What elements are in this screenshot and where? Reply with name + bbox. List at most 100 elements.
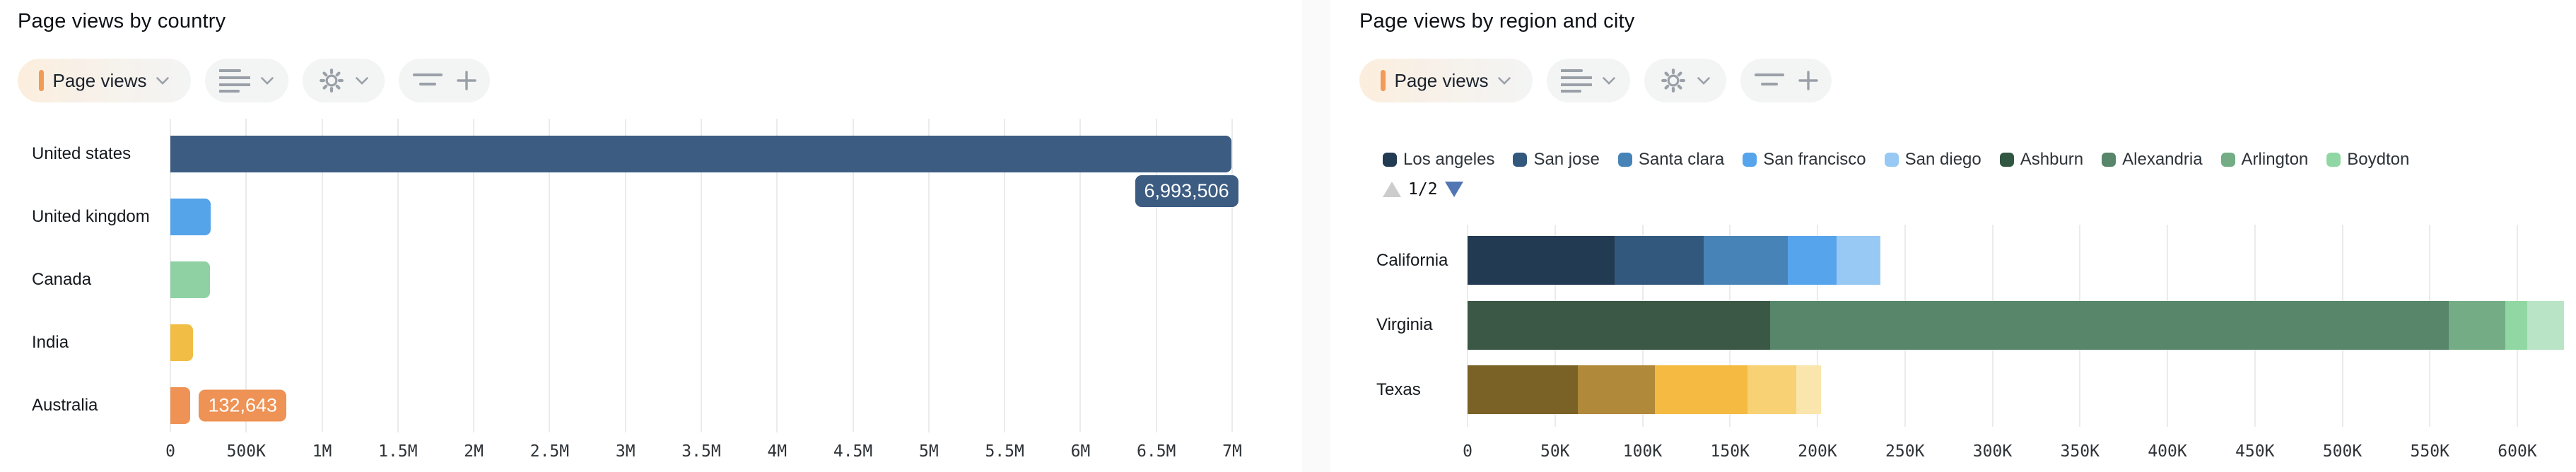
- legend-swatch-los-angeles: [1383, 153, 1397, 167]
- legend-item-ashburn[interactable]: Ashburn: [1999, 150, 2084, 170]
- gridline: [776, 119, 778, 432]
- axis-tick-label: 1M: [312, 442, 332, 461]
- bar-canada[interactable]: [170, 261, 211, 298]
- axis-tick-label: 3M: [615, 442, 636, 461]
- legend-label-boydton: Boydton: [2347, 150, 2410, 169]
- bar-value-label-united-states: 6,993,506: [1135, 175, 1239, 207]
- row-label-australia: Australia: [32, 396, 98, 415]
- bar-united-kingdom[interactable]: [170, 199, 211, 235]
- legend-label-alexandria: Alexandria: [2122, 150, 2203, 169]
- legend-item-san-diego[interactable]: San diego: [1884, 150, 1981, 170]
- page-views-by-region-and-city-card: Page views by region and city Page views…: [1330, 0, 2576, 472]
- chevron-down-icon: [261, 76, 274, 85]
- metric-selector-button[interactable]: Page views: [1359, 59, 1533, 102]
- settings-button[interactable]: [303, 59, 385, 102]
- axis-tick-label: 5M: [918, 442, 939, 461]
- row-label-california: California: [1376, 250, 1448, 270]
- legend-label-santa-clara: Santa clara: [1638, 150, 1725, 169]
- row-label-canada: Canada: [32, 270, 92, 289]
- gridline: [927, 119, 930, 432]
- gridline: [1079, 119, 1082, 432]
- gridline: [1155, 119, 1157, 432]
- axis-tick-label: 6.5M: [1137, 442, 1176, 461]
- metric-color-marker: [38, 70, 44, 91]
- gridline: [852, 119, 854, 432]
- chevron-down-icon: [1697, 76, 1710, 85]
- segment-california-los-angeles[interactable]: [1468, 236, 1615, 285]
- axis-tick-label: 500K: [2322, 442, 2363, 461]
- legend-label-arlington: Arlington: [2241, 150, 2309, 169]
- breakdown-options-button[interactable]: [1547, 59, 1630, 102]
- list-lines-icon: [1561, 69, 1592, 93]
- legend-label-san-diego: San diego: [1904, 150, 1981, 169]
- bar-united-states[interactable]: [170, 136, 1231, 172]
- gridline: [397, 119, 399, 432]
- filter-icon: [1754, 73, 1784, 85]
- axis-tick-label: 0: [1463, 442, 1473, 461]
- row-label-united-states: United states: [32, 144, 131, 163]
- segment-california-santa-clara[interactable]: [1704, 236, 1788, 285]
- bar-australia[interactable]: [170, 387, 191, 424]
- axis-tick-label: 50K: [1540, 442, 1570, 461]
- add-filter-button[interactable]: [399, 59, 490, 102]
- segment-texas-city-1[interactable]: [1468, 365, 1578, 414]
- axis-tick-label: 250K: [1885, 442, 1925, 461]
- segment-texas-city-5[interactable]: [1796, 365, 1821, 414]
- segment-virginia-boydton[interactable]: [2505, 300, 2527, 350]
- add-filter-button[interactable]: [1740, 59, 1832, 102]
- segment-california-san-francisco[interactable]: [1787, 236, 1837, 285]
- gridline: [624, 119, 626, 432]
- legend-item-alexandria[interactable]: Alexandria: [2102, 150, 2203, 170]
- axis-tick-label: 7M: [1222, 442, 1242, 461]
- gear-icon: [1661, 69, 1685, 93]
- legend-item-los-angeles[interactable]: Los angeles: [1383, 150, 1494, 170]
- metric-label: Page views: [52, 69, 147, 91]
- row-label-united-kingdom: United kingdom: [32, 207, 150, 226]
- gridline: [321, 119, 323, 432]
- breakdown-options-button[interactable]: [205, 59, 288, 102]
- segment-texas-city-2[interactable]: [1577, 365, 1655, 414]
- segment-virginia-arlington[interactable]: [2449, 300, 2505, 350]
- bar-india[interactable]: [170, 324, 194, 361]
- axis-tick-label: 550K: [2410, 442, 2449, 461]
- row-label-virginia: Virginia: [1376, 315, 1433, 334]
- legend-swatch-san-diego: [1884, 153, 1899, 167]
- legend-next-button[interactable]: [1444, 182, 1463, 197]
- segment-california-san-diego[interactable]: [1837, 236, 1881, 285]
- legend-item-san-francisco[interactable]: San francisco: [1743, 150, 1866, 170]
- axis-tick-label: 0: [165, 442, 175, 461]
- axis-tick-label: 1.5M: [378, 442, 418, 461]
- metric-label: Page views: [1394, 69, 1489, 91]
- legend-label-los-angeles: Los angeles: [1403, 150, 1495, 169]
- legend-swatch-alexandria: [2102, 153, 2117, 167]
- axis-tick-label: 5.5M: [985, 442, 1024, 461]
- gridline: [1231, 119, 1233, 432]
- chart-toolbar: Page views: [18, 59, 490, 102]
- segment-virginia-ashburn[interactable]: [1468, 300, 1771, 350]
- segment-virginia-alexandria[interactable]: [1770, 300, 2449, 350]
- legend-swatch-boydton: [2326, 153, 2341, 167]
- legend-label-ashburn: Ashburn: [2020, 150, 2084, 169]
- page-views-by-country-card: Page views by country Page views 0 500K 1M…: [18, 10, 1242, 461]
- settings-button[interactable]: [1644, 59, 1726, 102]
- legend-swatch-santa-clara: [1617, 153, 1632, 167]
- axis-tick-label: 4.5M: [833, 442, 873, 461]
- legend-prev-button[interactable]: [1383, 182, 1401, 197]
- plus-icon: [456, 71, 476, 90]
- segment-california-san-jose[interactable]: [1614, 236, 1704, 285]
- axis-tick-label: 150K: [1710, 442, 1750, 461]
- segment-texas-city-4[interactable]: [1747, 365, 1797, 414]
- row-label-texas: Texas: [1376, 379, 1421, 399]
- axis-tick-label: 350K: [2060, 442, 2100, 461]
- metric-color-marker: [1380, 70, 1386, 91]
- gridline: [701, 119, 702, 432]
- segment-texas-city-3[interactable]: [1654, 365, 1747, 414]
- segment-virginia-city-5[interactable]: [2527, 300, 2564, 350]
- legend-item-arlington[interactable]: Arlington: [2220, 150, 2309, 170]
- metric-selector-button[interactable]: Page views: [18, 59, 191, 102]
- legend-item-boydton[interactable]: Boydton: [2326, 150, 2409, 170]
- legend-item-santa-clara[interactable]: Santa clara: [1617, 150, 1725, 170]
- chevron-down-icon: [1603, 76, 1615, 85]
- legend-item-san-jose[interactable]: San jose: [1513, 150, 1600, 170]
- axis-tick-label: 6M: [1070, 442, 1091, 461]
